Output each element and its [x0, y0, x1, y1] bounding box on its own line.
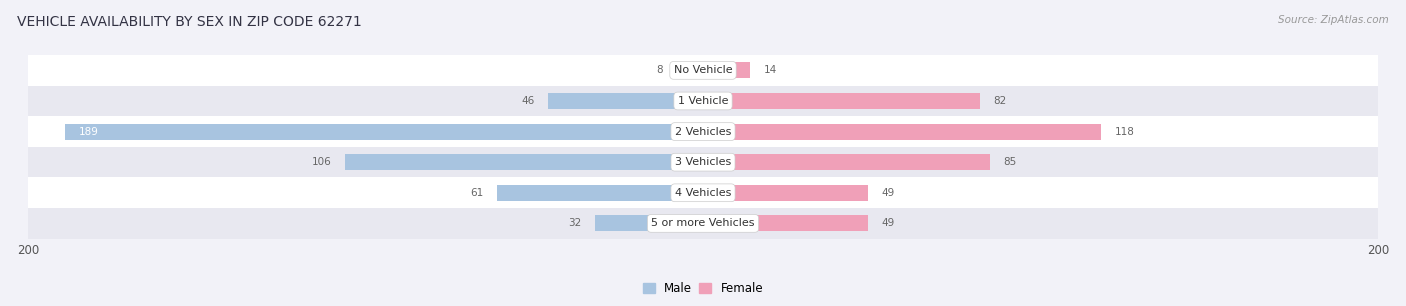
Text: VEHICLE AVAILABILITY BY SEX IN ZIP CODE 62271: VEHICLE AVAILABILITY BY SEX IN ZIP CODE … [17, 15, 361, 29]
Bar [703, 154, 990, 170]
Text: 4 Vehicles: 4 Vehicles [675, 188, 731, 198]
Text: 118: 118 [1115, 127, 1135, 136]
Bar [703, 93, 980, 109]
Bar [703, 185, 869, 201]
Text: 61: 61 [471, 188, 484, 198]
Text: 8: 8 [655, 65, 662, 75]
Bar [676, 62, 703, 78]
Bar [703, 62, 751, 78]
Bar [346, 154, 703, 170]
Text: 5 or more Vehicles: 5 or more Vehicles [651, 218, 755, 228]
Bar [703, 124, 1101, 140]
Text: 32: 32 [568, 218, 582, 228]
Bar [28, 208, 1378, 239]
Bar [28, 55, 1378, 86]
Bar [28, 147, 1378, 177]
Text: 2 Vehicles: 2 Vehicles [675, 127, 731, 136]
Text: 1 Vehicle: 1 Vehicle [678, 96, 728, 106]
Bar [548, 93, 703, 109]
Bar [595, 215, 703, 231]
Bar [28, 86, 1378, 116]
Text: 106: 106 [312, 157, 332, 167]
Bar [498, 185, 703, 201]
Text: 85: 85 [1004, 157, 1017, 167]
Text: 49: 49 [882, 188, 896, 198]
Text: 46: 46 [522, 96, 534, 106]
Bar [65, 124, 703, 140]
Text: Source: ZipAtlas.com: Source: ZipAtlas.com [1278, 15, 1389, 25]
Text: 49: 49 [882, 218, 896, 228]
Bar [28, 116, 1378, 147]
Text: 189: 189 [79, 127, 98, 136]
Text: No Vehicle: No Vehicle [673, 65, 733, 75]
Text: 82: 82 [993, 96, 1007, 106]
Text: 3 Vehicles: 3 Vehicles [675, 157, 731, 167]
Bar [28, 177, 1378, 208]
Bar [703, 215, 869, 231]
Legend: Male, Female: Male, Female [638, 278, 768, 300]
Text: 14: 14 [763, 65, 778, 75]
